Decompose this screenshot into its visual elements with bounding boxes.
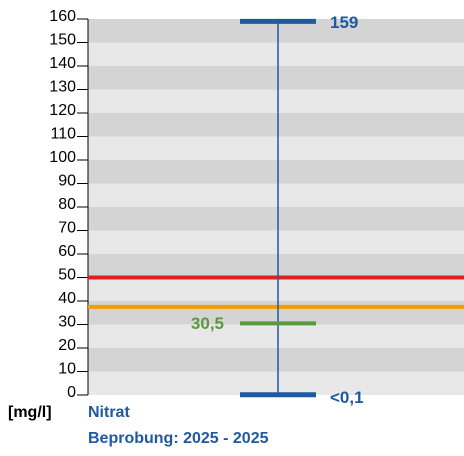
- band: [88, 113, 464, 137]
- bands: [88, 19, 464, 395]
- value-label: <0,1: [330, 388, 364, 407]
- y-tick-label: 100: [49, 149, 76, 166]
- band: [88, 183, 464, 207]
- band: [88, 89, 464, 113]
- chart-title: Nitrat: [88, 404, 130, 421]
- y-tick-label: 160: [49, 8, 76, 25]
- y-tick-label: 30: [58, 314, 76, 331]
- band: [88, 207, 464, 231]
- y-tick-label: 60: [58, 243, 76, 260]
- y-tick-label: 0: [67, 384, 76, 401]
- y-tick-label: 150: [49, 32, 76, 49]
- band: [88, 324, 464, 348]
- band: [88, 66, 464, 90]
- y-tick-label: 80: [58, 196, 76, 213]
- band: [88, 136, 464, 160]
- y-tick-label: 130: [49, 79, 76, 96]
- band: [88, 254, 464, 278]
- band: [88, 277, 464, 301]
- band: [88, 42, 464, 66]
- y-tick-label: 40: [58, 290, 76, 307]
- band: [88, 230, 464, 254]
- y-tick-label: 10: [58, 361, 76, 378]
- chart-subtitle: Beprobung: 2025 - 2025: [88, 430, 269, 447]
- y-tick-label: 110: [50, 126, 76, 143]
- band: [88, 301, 464, 325]
- y-tick-label: 50: [58, 267, 76, 284]
- value-label: 30,5: [191, 314, 224, 333]
- band: [88, 19, 464, 43]
- y-tick-label: 120: [49, 102, 76, 119]
- y-tick-label: 70: [58, 220, 76, 237]
- y-tick-label: 20: [58, 337, 76, 354]
- band: [88, 371, 464, 395]
- y-tick-label: 140: [49, 55, 76, 72]
- value-label: 159: [330, 13, 358, 32]
- y-tick-label: 90: [58, 173, 76, 190]
- band: [88, 348, 464, 372]
- y-axis-label: [mg/l]: [8, 404, 52, 421]
- band: [88, 160, 464, 184]
